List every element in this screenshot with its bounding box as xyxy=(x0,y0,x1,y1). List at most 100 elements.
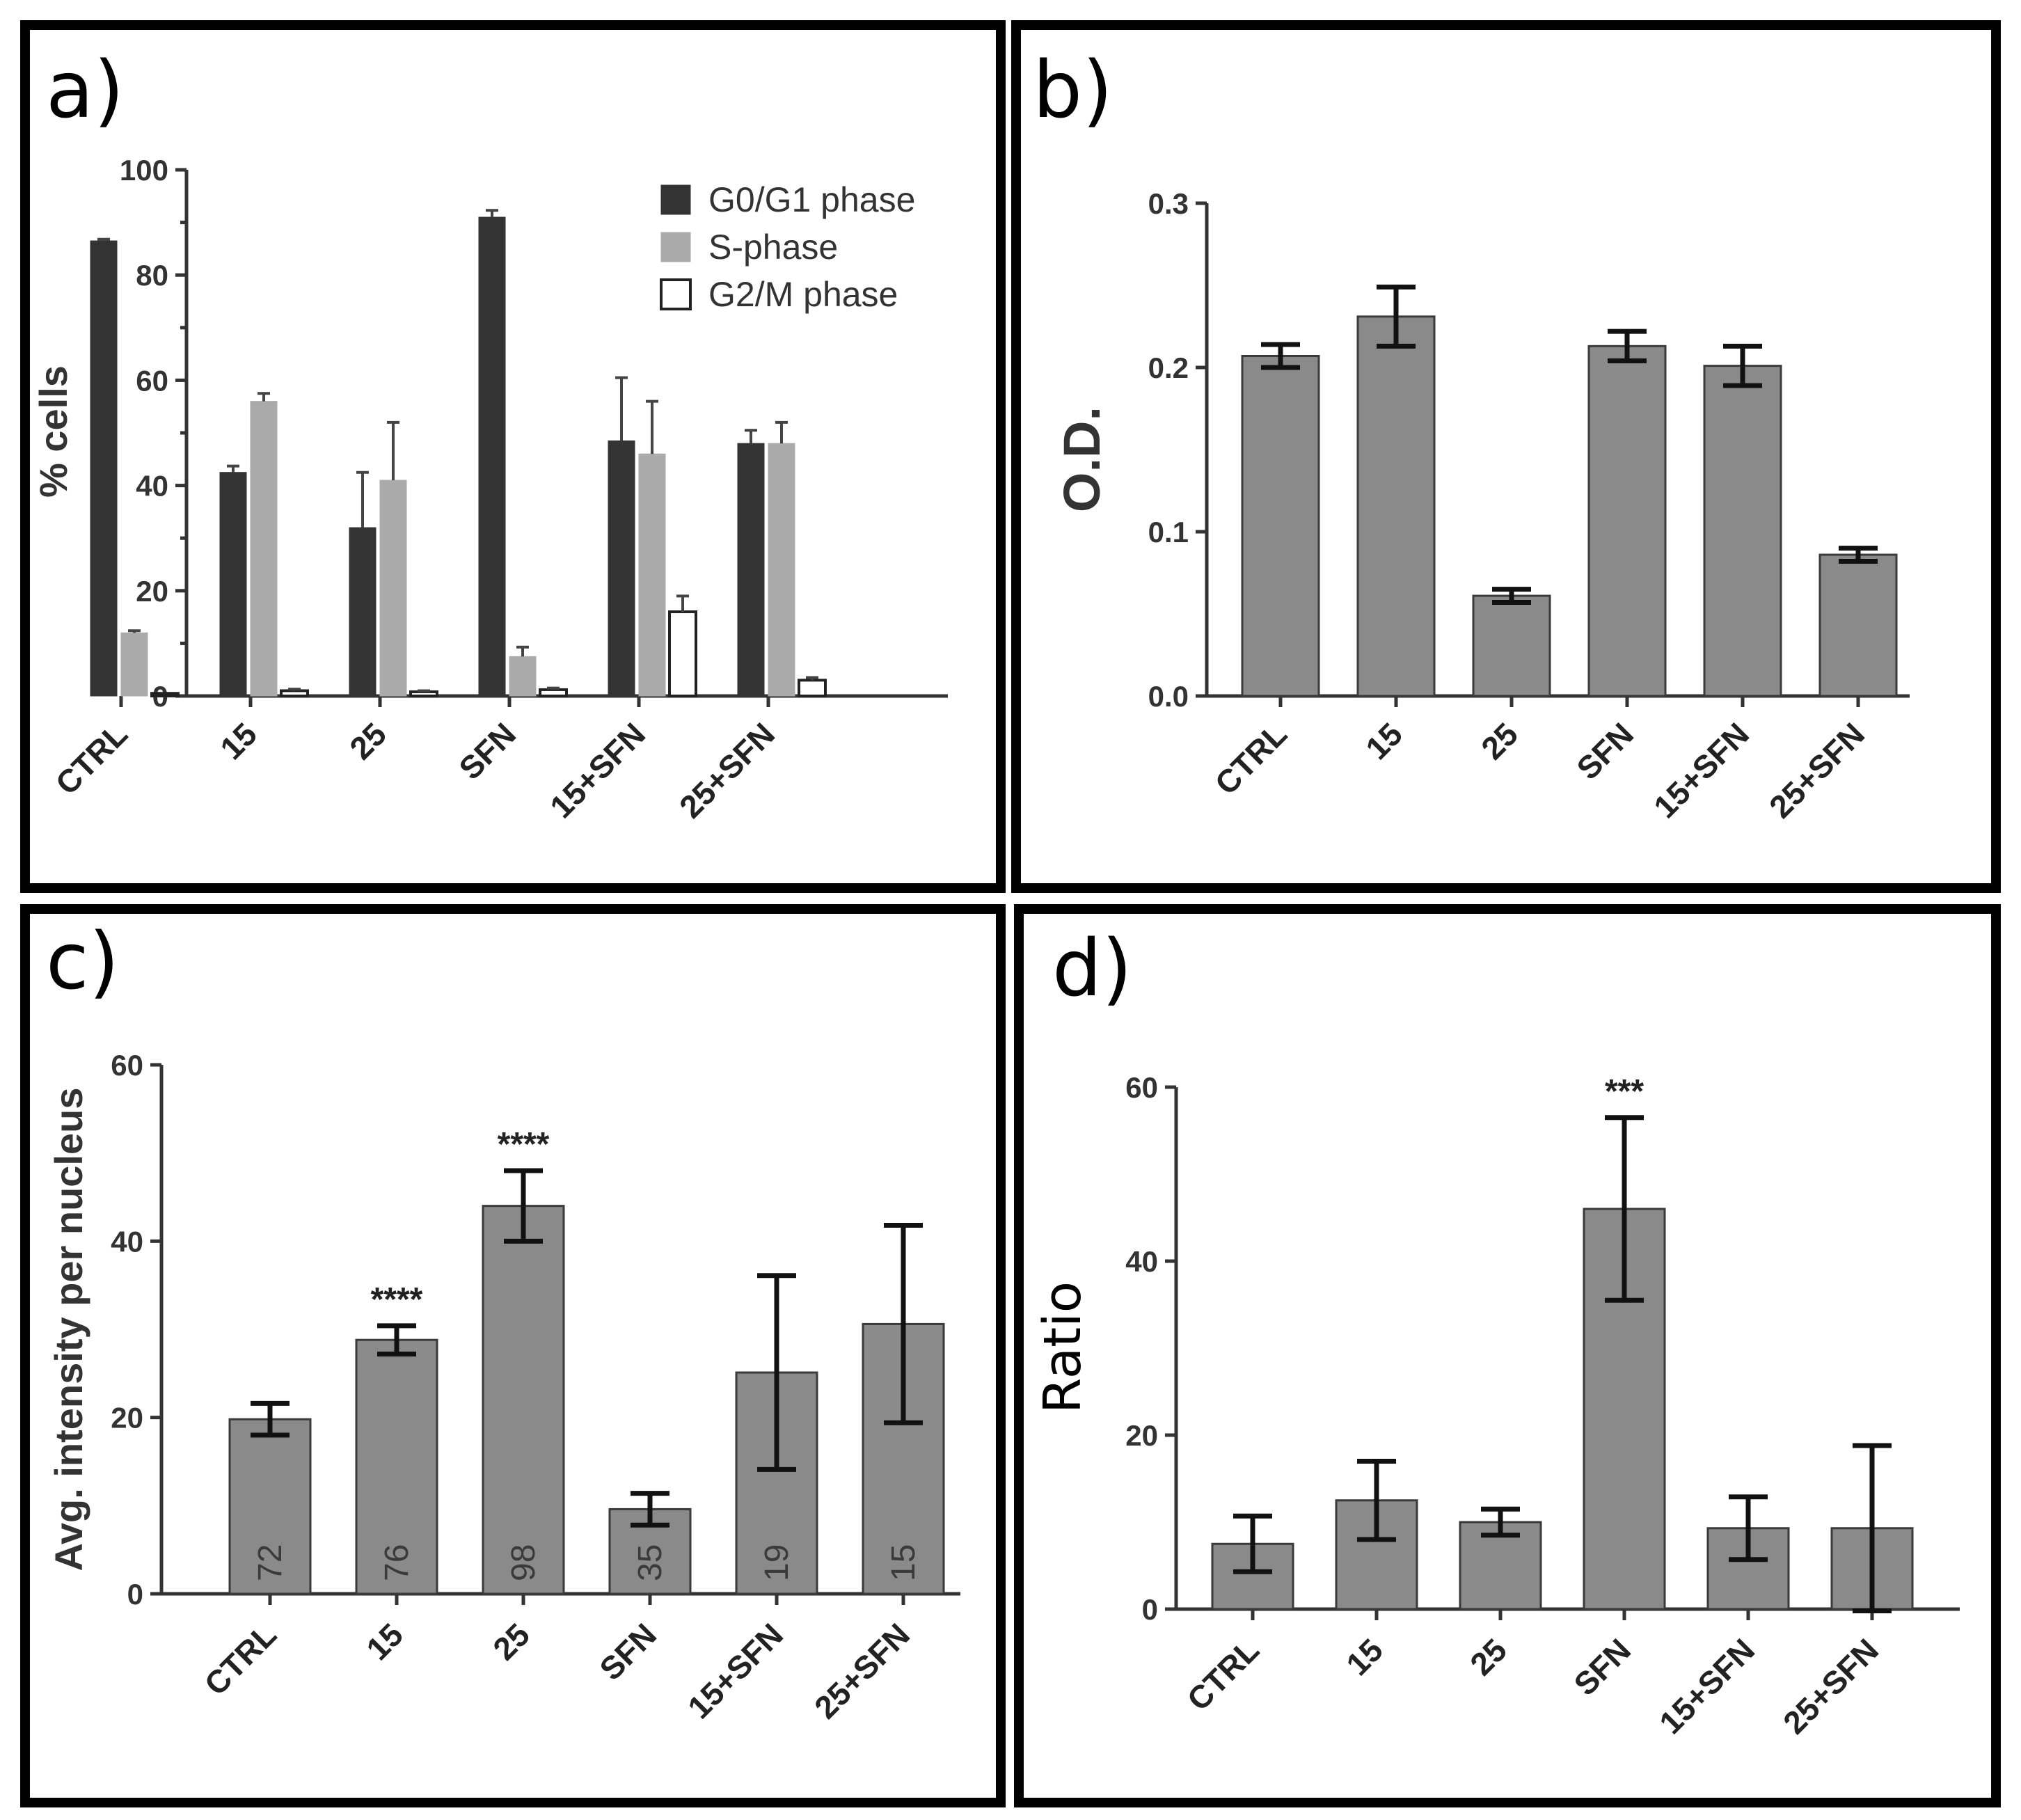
bar-g0-g1-phase xyxy=(219,472,247,697)
bar-g0-g1-phase xyxy=(90,240,118,697)
panel-d-chart: 0 20 40 60 Ratio CTRL 15 25 SFN 15+SFN 25+SFN *** xyxy=(1033,1071,1960,1741)
panel-a-frame xyxy=(20,20,1006,893)
x-tick-label: 25 xyxy=(1463,1631,1514,1682)
panel-d-frame xyxy=(1014,904,2001,1807)
bar-g2-m-phase xyxy=(798,679,827,698)
bar-g2-m-phase xyxy=(539,688,568,697)
x-tick-label: 15 xyxy=(213,715,264,766)
y-axis-label: O.D. xyxy=(1053,406,1111,512)
panel-b-frame xyxy=(1011,20,2001,893)
y-tick-label: 60 xyxy=(1125,1071,1158,1104)
panel-c: c) 0 20 40 60 Avg. intensity per nucleus CTRL… xyxy=(20,904,1006,1807)
x-tick-label: CTRL xyxy=(49,715,134,801)
bar xyxy=(1472,594,1551,697)
bar-g0-g1-phase xyxy=(478,216,506,697)
x-tick-label: 15+SFN xyxy=(1652,1631,1761,1741)
bar-s-phase xyxy=(768,443,795,697)
y-tick-label: 20 xyxy=(136,575,168,608)
x-tick-label: 25+SFN xyxy=(807,1616,917,1725)
y-tick-label: 40 xyxy=(1125,1245,1158,1278)
x-tick-label: 15+SFN xyxy=(681,1616,790,1725)
y-tick-label: 60 xyxy=(111,1049,143,1082)
bar xyxy=(1241,354,1320,697)
bar-count-label: 35 xyxy=(632,1544,669,1581)
panel-a: a) 020406080100% cellsCTRL1525SFN15+SFN2… xyxy=(20,20,1006,893)
y-tick-label: 0.1 xyxy=(1148,516,1189,548)
x-tick-label: 25+SFN xyxy=(672,715,782,825)
x-tick-label: 25 xyxy=(342,715,393,766)
y-tick-label: 40 xyxy=(111,1225,143,1258)
y-tick-label: 0 xyxy=(1142,1593,1158,1626)
bar-g0-g1-phase xyxy=(737,443,765,697)
significance-marker: **** xyxy=(371,1281,423,1318)
y-tick-label: 0.0 xyxy=(1148,680,1189,713)
y-tick-label: 0 xyxy=(127,1578,143,1611)
x-tick-label: 25 xyxy=(486,1616,537,1667)
bar-count-label: 76 xyxy=(379,1544,415,1581)
x-tick-label: 25+SFN xyxy=(1776,1631,1885,1741)
panel-b-chart: 0.0 0.1 0.2 0.3 O.D. CTRL 15 25 SFN 15+SFN 25+SFN xyxy=(1053,187,1910,825)
bar xyxy=(1818,553,1898,697)
bar-count-label: 15 xyxy=(885,1544,922,1581)
panel-d: d) 0 20 40 60 Ratio CTRL 15 25 SFN 15+SFN 25+SFN **… xyxy=(1014,904,2001,1807)
bar xyxy=(482,1205,565,1595)
x-tick-label: SFN xyxy=(592,1616,663,1687)
significance-marker: *** xyxy=(1605,1073,1644,1110)
legend-swatch xyxy=(660,232,691,262)
bar-count-label: 19 xyxy=(759,1544,795,1581)
y-axis-label: % cells xyxy=(31,365,75,498)
bar xyxy=(1587,345,1667,697)
bar xyxy=(1706,1527,1790,1611)
x-tick-label: SFN xyxy=(1569,715,1640,786)
bar-g0-g1-phase xyxy=(349,527,377,697)
legend-label: G0/G1 phase xyxy=(708,180,915,219)
bar-s-phase xyxy=(509,656,537,697)
x-tick-label: 15 xyxy=(1339,1631,1390,1682)
bar xyxy=(355,1338,438,1595)
y-tick-label: 100 xyxy=(120,154,168,187)
panel-b: b) 0.0 0.1 0.2 0.3 O.D. CTRL 15 25 SFN 15+SFN 25+S… xyxy=(1011,20,2001,893)
x-tick-label: 25 xyxy=(1474,715,1525,766)
panel-b-label: b) xyxy=(1033,45,1113,136)
y-axis-label: Avg. intensity per nucleus xyxy=(47,1088,90,1572)
x-tick-label: 15 xyxy=(1358,715,1409,766)
legend-swatch xyxy=(660,278,692,310)
x-tick-label: 15+SFN xyxy=(543,715,652,825)
y-tick-label: 60 xyxy=(136,364,168,397)
panel-c-chart: 0 20 40 60 Avg. intensity per nucleus CTRL 15 2… xyxy=(47,1049,960,1725)
x-tick-label: SFN xyxy=(1567,1631,1638,1702)
panel-a-chart: 020406080100% cellsCTRL1525SFN15+SFN25+S… xyxy=(31,154,948,825)
x-tick-label: CTRL xyxy=(1180,1631,1266,1717)
panel-c-frame xyxy=(20,904,1006,1807)
y-tick-label: 0.3 xyxy=(1148,187,1189,220)
bar-count-label: 98 xyxy=(505,1544,542,1581)
y-tick-label: 20 xyxy=(1125,1419,1158,1452)
bar-g0-g1-phase xyxy=(608,440,635,697)
x-tick-label: 25+SFN xyxy=(1762,715,1871,825)
bar-count-label: 72 xyxy=(252,1544,289,1581)
x-tick-label: CTRL xyxy=(198,1616,283,1702)
x-tick-label: 15+SFN xyxy=(1647,715,1756,825)
legend-label: S-phase xyxy=(708,228,838,267)
x-tick-label: CTRL xyxy=(1208,715,1294,801)
bar xyxy=(1703,365,1782,697)
bar-s-phase xyxy=(379,480,407,697)
bar-g2-m-phase xyxy=(150,692,180,697)
bar-s-phase xyxy=(638,453,666,697)
y-tick-label: 80 xyxy=(136,259,168,292)
legend-label: G2/M phase xyxy=(708,275,898,314)
bar-s-phase xyxy=(120,632,148,697)
y-axis-label: Ratio xyxy=(1033,1281,1093,1414)
bar xyxy=(1356,315,1436,697)
significance-marker: **** xyxy=(498,1126,550,1163)
bar-g2-m-phase xyxy=(280,689,309,698)
y-tick-label: 20 xyxy=(111,1402,143,1434)
x-tick-label: SFN xyxy=(452,715,523,786)
y-tick-label: 0.2 xyxy=(1148,351,1189,384)
panel-c-label: c) xyxy=(46,917,119,1007)
bar-s-phase xyxy=(250,401,278,697)
y-tick-label: 40 xyxy=(136,470,168,503)
bar-g2-m-phase xyxy=(409,690,438,698)
bar-g2-m-phase xyxy=(668,610,697,697)
